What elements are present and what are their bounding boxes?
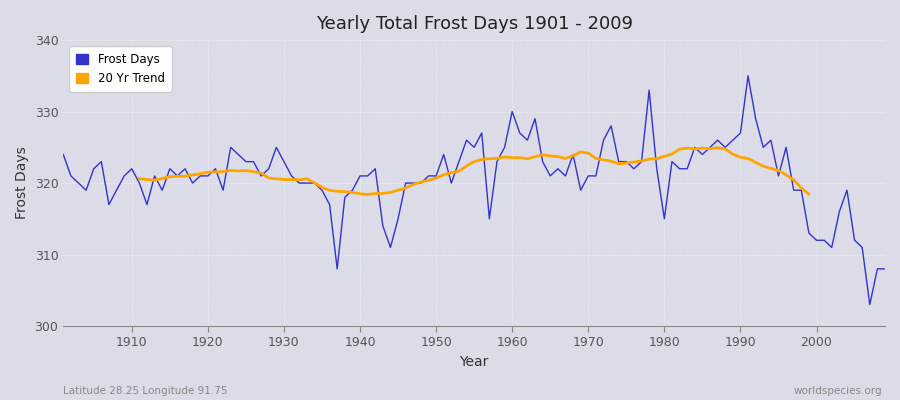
Legend: Frost Days, 20 Yr Trend: Frost Days, 20 Yr Trend xyxy=(69,46,172,92)
Line: Frost Days: Frost Days xyxy=(63,76,885,304)
20 Yr Trend xyxy=(804,192,814,196)
20 Yr Trend xyxy=(271,176,282,181)
20 Yr Trend xyxy=(134,176,145,181)
Frost Days xyxy=(879,266,890,271)
Frost Days xyxy=(598,138,609,142)
Frost Days xyxy=(58,152,68,157)
Line: 20 Yr Trend: 20 Yr Trend xyxy=(140,148,809,194)
X-axis label: Year: Year xyxy=(460,355,489,369)
Text: worldspecies.org: worldspecies.org xyxy=(794,386,882,396)
Frost Days xyxy=(500,145,510,150)
Title: Yearly Total Frost Days 1901 - 2009: Yearly Total Frost Days 1901 - 2009 xyxy=(316,15,633,33)
Frost Days xyxy=(507,109,517,114)
20 Yr Trend xyxy=(742,156,753,161)
Frost Days xyxy=(742,74,753,78)
Frost Days xyxy=(864,302,875,307)
20 Yr Trend xyxy=(484,156,495,161)
20 Yr Trend xyxy=(202,170,213,175)
20 Yr Trend xyxy=(712,145,723,150)
Y-axis label: Frost Days: Frost Days xyxy=(15,147,29,220)
Frost Days xyxy=(119,174,130,178)
Text: Latitude 28.25 Longitude 91.75: Latitude 28.25 Longitude 91.75 xyxy=(63,386,228,396)
Frost Days xyxy=(286,174,297,178)
Frost Days xyxy=(332,266,343,271)
20 Yr Trend xyxy=(218,169,229,174)
20 Yr Trend xyxy=(400,186,411,190)
20 Yr Trend xyxy=(362,192,373,197)
